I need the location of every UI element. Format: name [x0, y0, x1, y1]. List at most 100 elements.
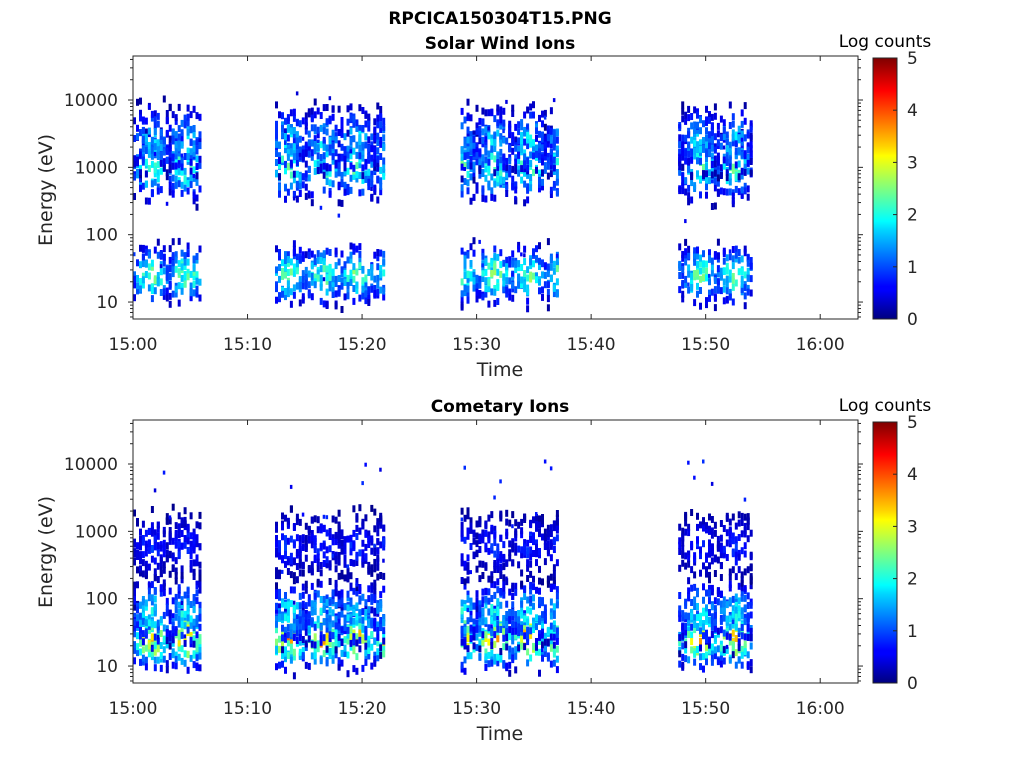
- spectrogram-cell: [472, 551, 476, 559]
- spectrogram-cell: [171, 537, 175, 545]
- spectrogram-cell: [186, 609, 190, 617]
- spectrogram-cell: [546, 627, 550, 635]
- spectrogram-cell: [690, 284, 694, 291]
- spectrogram-cell: [508, 169, 512, 177]
- spectrogram-cell: [520, 580, 524, 588]
- spectrogram-cell: [289, 127, 293, 135]
- spectrogram-cell: [737, 268, 741, 276]
- spectrogram-cell: [699, 653, 702, 661]
- spectrogram-cell: [469, 570, 472, 575]
- spectrogram-cell: [502, 541, 506, 549]
- spectrogram-cell: [490, 642, 494, 649]
- spectrogram-cell: [195, 203, 199, 211]
- spectrogram-cell: [713, 611, 717, 619]
- spectrogram-cell: [466, 512, 470, 520]
- spectrogram-cell: [538, 633, 541, 641]
- spectrogram-cell: [379, 153, 383, 160]
- spectrogram-cell: [153, 162, 157, 170]
- spectrogram-cell: [555, 253, 559, 258]
- spectrogram-cell: [526, 575, 530, 582]
- spectrogram-cell: [370, 585, 374, 593]
- spectrogram-cell: [183, 263, 187, 271]
- spectrogram-cell: [514, 144, 518, 152]
- spectrogram-cell: [532, 617, 535, 625]
- spectrogram-cell: [192, 166, 196, 174]
- spectrogram-cell: [746, 185, 750, 193]
- spectrogram-cell: [481, 638, 485, 646]
- spectrogram-cell: [331, 157, 335, 165]
- spectrogram-cell: [743, 271, 747, 279]
- spectrogram-cell: [693, 475, 696, 480]
- spectrogram-cell: [716, 139, 720, 147]
- spectrogram-cell: [358, 161, 362, 169]
- spectrogram-cell: [529, 521, 533, 529]
- spectrogram-cell: [364, 282, 368, 290]
- spectrogram-cell: [690, 566, 694, 574]
- spectrogram-cell: [186, 537, 190, 545]
- spectrogram-cell: [710, 144, 714, 152]
- spectrogram-cells: [133, 459, 753, 680]
- spectrogram-cell: [150, 136, 154, 144]
- spectrogram-cell: [696, 260, 699, 268]
- spectrogram-cell: [376, 139, 380, 146]
- spectrogram-cell: [355, 162, 359, 170]
- spectrogram-cell: [136, 602, 139, 610]
- spectrogram-cell: [517, 157, 521, 165]
- spectrogram-cell: [490, 649, 494, 657]
- spectrogram-cell: [382, 614, 386, 622]
- spectrogram-cell: [713, 155, 717, 163]
- spectrogram-cell: [376, 281, 380, 289]
- spectrogram-cell: [520, 611, 524, 619]
- spectrogram-cell: [710, 617, 714, 625]
- spectrogram-cell: [552, 659, 556, 667]
- spectrogram-cell: [725, 262, 729, 270]
- spectrogram-cell: [475, 565, 479, 573]
- spectrogram-cell: [275, 646, 278, 654]
- spectrogram-cell: [298, 182, 302, 190]
- spectrogram-cell: [284, 264, 287, 271]
- spectrogram-cell: [349, 186, 353, 194]
- spectrogram-cell: [180, 657, 184, 665]
- spectrogram-cell: [699, 260, 702, 268]
- spectrogram-cell: [722, 257, 726, 265]
- spectrogram-cell: [292, 572, 296, 580]
- spectrogram-cell: [355, 553, 359, 561]
- spectrogram-cell: [337, 633, 341, 641]
- spectrogram-cell: [687, 587, 691, 595]
- spectrogram-cell: [159, 652, 163, 659]
- spectrogram-cell: [313, 160, 317, 168]
- spectrogram-cell: [168, 256, 172, 264]
- spectrogram-cell: [716, 590, 720, 597]
- spectrogram-cell: [337, 590, 341, 598]
- spectrogram-cell: [180, 156, 184, 164]
- spectrogram-cell: [713, 555, 717, 563]
- spectrogram-cell: [710, 613, 714, 621]
- spectrogram-cell: [487, 608, 491, 616]
- spectrogram-cell: [168, 182, 172, 189]
- spectrogram-cell: [153, 543, 157, 551]
- spectrogram-cell: [298, 299, 302, 307]
- spectrogram-cell: [705, 116, 708, 124]
- spectrogram-cell: [292, 127, 296, 134]
- spectrogram-cell: [133, 624, 136, 632]
- spectrogram-cell: [325, 172, 329, 180]
- spectrogram-cell: [520, 165, 524, 173]
- spectrogram-cell: [313, 592, 317, 600]
- spectrogram-cell: [139, 129, 142, 137]
- spectrogram-cell: [722, 188, 726, 196]
- spectrogram-cell: [133, 646, 136, 654]
- spectrogram-cell: [278, 173, 281, 181]
- spectrogram-cell: [358, 257, 362, 265]
- spectrogram-cell: [705, 105, 708, 113]
- spectrogram-cell: [286, 615, 290, 623]
- spectrogram-cell: [325, 302, 329, 309]
- spectrogram-cell: [541, 259, 544, 267]
- spectrogram-cell: [508, 130, 512, 138]
- spectrogram-cell: [301, 569, 305, 577]
- spectrogram-cell: [307, 144, 311, 152]
- spectrogram-cell: [469, 197, 473, 205]
- spectrogram-cell: [295, 637, 299, 644]
- spectrogram-cell: [316, 126, 320, 134]
- spectrogram-cell: [687, 114, 691, 122]
- spectrogram-cell: [275, 602, 278, 610]
